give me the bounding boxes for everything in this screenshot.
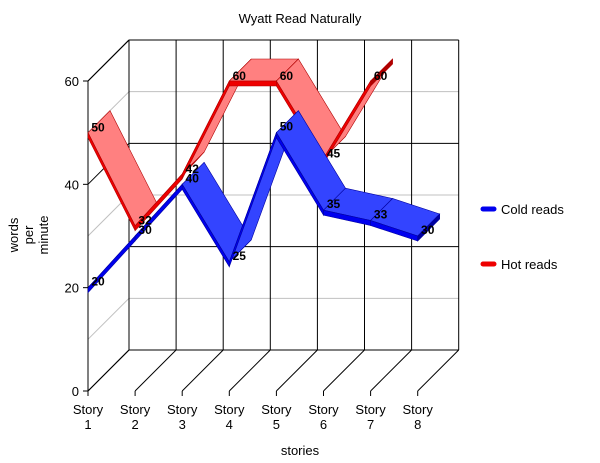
x-tick-label-line2: 5: [273, 417, 280, 432]
floor-gridline: [134, 349, 177, 392]
x-tick-label-line2: 3: [179, 417, 186, 432]
legend-label: Cold reads: [501, 202, 564, 217]
cold-reads-data-label: 50: [280, 120, 294, 134]
y-axis-label-line: words: [6, 217, 21, 253]
legend-label: Hot reads: [501, 257, 558, 272]
floor-gridline: [276, 349, 318, 392]
y-tick-label: 20: [65, 281, 79, 296]
x-tick-label-line2: 7: [367, 417, 374, 432]
top-left-edge: [87, 39, 130, 82]
data-labels: 20 30 40 25 50 35 33 30 50 32 42 60 60 45 60: [91, 69, 434, 289]
cold-reads-data-label: 30: [138, 223, 152, 237]
x-axis-label: stories: [281, 443, 320, 458]
hot-reads-ribbon-cap: [370, 58, 393, 87]
floor-gridline: [181, 349, 224, 392]
cold-reads-data-label: 35: [327, 197, 341, 211]
x-tick-label: Story: [355, 402, 386, 417]
floor-gridline: [87, 349, 130, 392]
floor-gridline: [417, 349, 460, 392]
x-tick-label: Story: [403, 402, 434, 417]
floor-gridline: [228, 349, 271, 392]
hot-reads-data-label: 42: [186, 162, 200, 176]
floor-gridline: [370, 349, 412, 392]
hot-reads-data-label: 60: [374, 69, 388, 83]
x-tick-label: Story: [308, 402, 339, 417]
cold-reads-data-label: 40: [186, 171, 200, 185]
y-tick-label: 0: [72, 384, 79, 399]
series-hot-reads: [87, 58, 393, 232]
x-tick-label-line2: 2: [131, 417, 138, 432]
cold-reads-data-label: 25: [233, 249, 247, 263]
x-tick-label: Story: [120, 402, 151, 417]
cold-reads-data-label: 33: [374, 208, 388, 222]
hot-reads-data-label: 32: [138, 214, 152, 228]
side-minor-gridline: [87, 297, 130, 340]
legend: Cold reads Hot reads: [480, 202, 564, 272]
cold-reads-data-label: 30: [421, 223, 435, 237]
hot-reads-data-label: 45: [327, 147, 341, 161]
series-cold-reads: [87, 110, 441, 294]
y-tick-label: 40: [65, 177, 79, 192]
x-tick-label: Story: [261, 402, 292, 417]
axis-ticks: 0204060Story1Story2Story3Story4Story5Sto…: [65, 74, 434, 432]
y-axis-label: words per minute: [6, 215, 51, 254]
y-axis-label-line: minute: [36, 215, 51, 254]
hot-reads-data-label: 60: [233, 69, 247, 83]
x-tick-label: Story: [167, 402, 198, 417]
hot-reads-data-label: 50: [91, 121, 105, 135]
hot-reads-data-label: 60: [280, 69, 294, 83]
x-tick-label-line2: 4: [226, 417, 233, 432]
floor-gridline: [323, 349, 365, 392]
x-tick-label-line2: 1: [84, 417, 91, 432]
y-tick-label: 60: [65, 74, 79, 89]
x-tick-label: Story: [73, 402, 104, 417]
x-tick-label: Story: [214, 402, 245, 417]
cold-reads-ribbon-cap: [417, 213, 441, 242]
x-tick-label-line2: 6: [320, 417, 327, 432]
x-tick-label-line2: 8: [414, 417, 421, 432]
y-axis-label-line: per: [21, 225, 36, 244]
cold-reads-data-label: 20: [91, 275, 105, 289]
chart-title: Wyatt Read Naturally: [239, 11, 362, 26]
